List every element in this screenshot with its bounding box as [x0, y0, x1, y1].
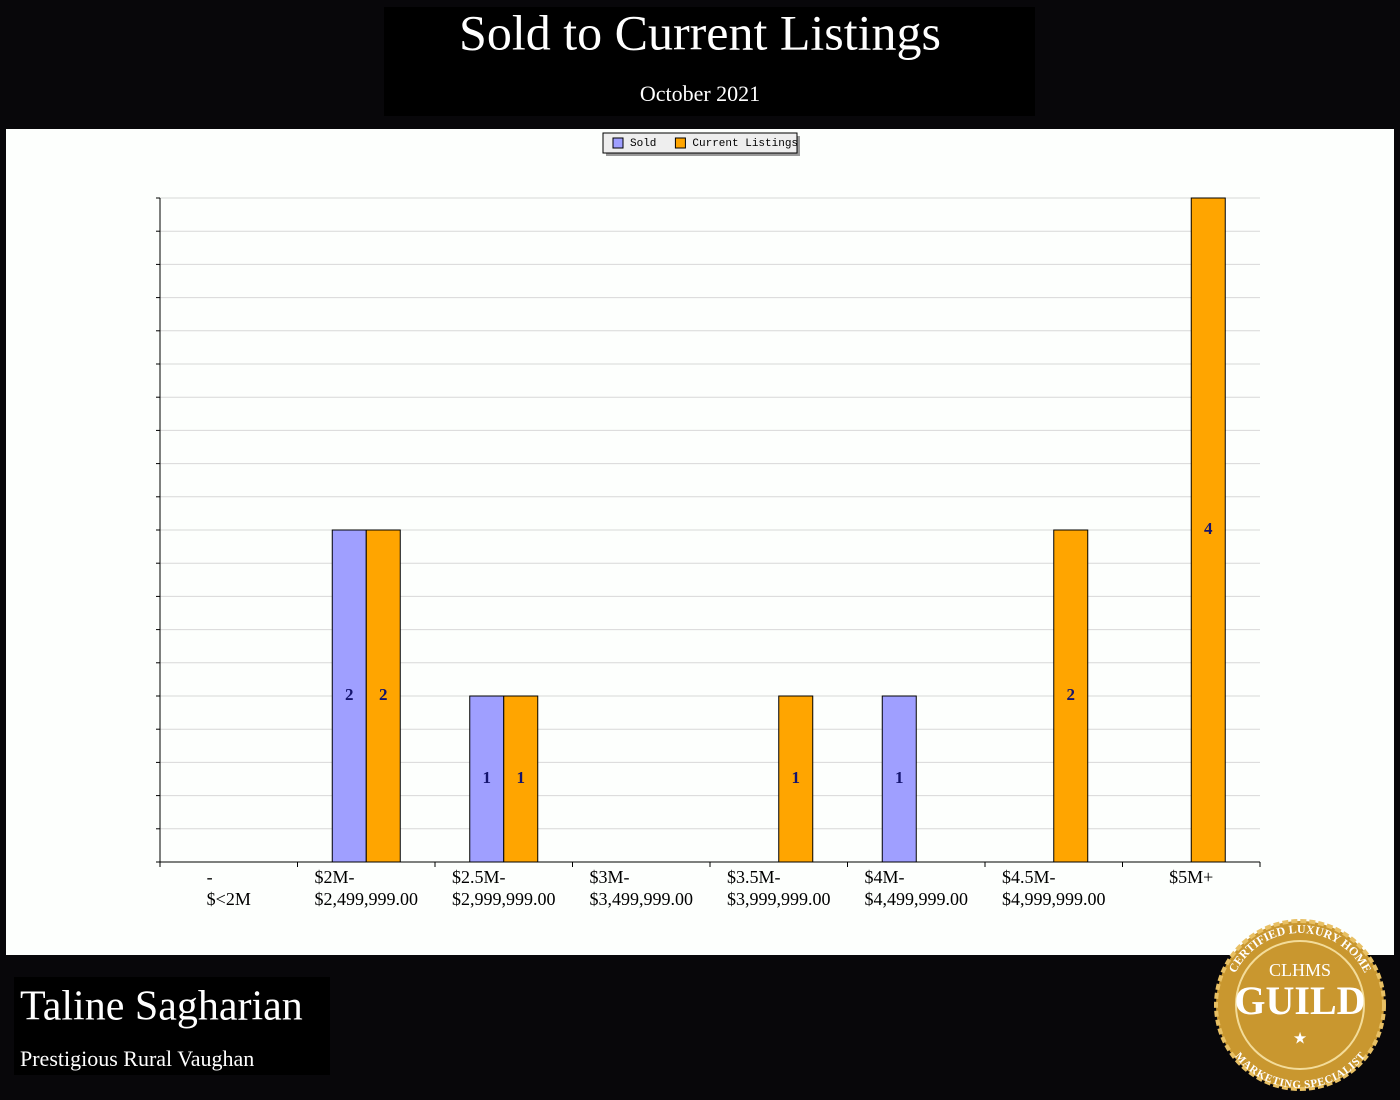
- bar: [778, 695, 814, 863]
- subtitle: October 2021: [640, 81, 760, 106]
- x-tick-label: $<2M: [207, 889, 251, 909]
- bar: [1190, 197, 1226, 863]
- x-tick-label: $4,499,999.00: [865, 889, 969, 909]
- bar: [331, 529, 367, 863]
- x-tick-label: -: [207, 867, 213, 887]
- footer-box: [14, 977, 330, 1075]
- agent-area: Prestigious Rural Vaughan: [20, 1046, 254, 1071]
- value-label: 1: [792, 768, 801, 787]
- x-tick-label: $5M+: [1169, 867, 1213, 887]
- bar: [881, 695, 917, 863]
- legend-label: Sold: [630, 138, 656, 150]
- x-tick-label: $3M-: [590, 867, 630, 887]
- value-label: 1: [517, 768, 526, 787]
- legend-box: [602, 132, 798, 154]
- badge-acronym: CLHMS: [1269, 960, 1331, 980]
- x-tick-label: $3,499,999.00: [590, 889, 694, 909]
- x-tick-label: $3,999,999.00: [727, 889, 831, 909]
- bar: [365, 529, 401, 863]
- badge-word: GUILD: [1234, 978, 1365, 1023]
- x-tick-label: $3.5M-: [727, 867, 781, 887]
- x-tick-label: $4,999,999.00: [1002, 889, 1106, 909]
- legend-swatch: [674, 137, 686, 149]
- x-tick-label: $2,999,999.00: [452, 889, 556, 909]
- legend-label: Current Listings: [692, 138, 798, 150]
- x-tick-label: $2M-: [315, 867, 355, 887]
- value-label: 1: [895, 768, 904, 787]
- chart-panel: [6, 129, 1394, 955]
- badge-ring: [1235, 940, 1365, 1070]
- badge-outer: [1214, 919, 1386, 1091]
- legend: Sold Current Listings: [602, 132, 800, 156]
- title: Sold to Current Listings: [459, 4, 941, 60]
- value-label: 2: [379, 685, 388, 704]
- badge: CERTIFIED LUXURY HOME MARKETING SPECIALI…: [1214, 919, 1386, 1091]
- value-label: 4: [1204, 519, 1213, 538]
- x-tick-label: $2.5M-: [452, 867, 506, 887]
- bar: [503, 695, 539, 863]
- title-box: [384, 7, 1035, 116]
- value-label: 2: [1067, 685, 1076, 704]
- agent-name: Taline Sagharian: [20, 984, 303, 1030]
- value-label: 1: [483, 768, 492, 787]
- x-tick-label: $4.5M-: [1002, 867, 1056, 887]
- chart: Sold Current Listings -$<2M $2M-$2,499,999.…: [156, 132, 1261, 909]
- value-label: 2: [345, 685, 354, 704]
- bar: [1053, 529, 1089, 863]
- x-tick-label: $4M-: [865, 867, 905, 887]
- x-tick-label: $2,499,999.00: [315, 889, 419, 909]
- badge-star: ★: [1293, 1031, 1307, 1048]
- legend-swatch: [612, 137, 624, 149]
